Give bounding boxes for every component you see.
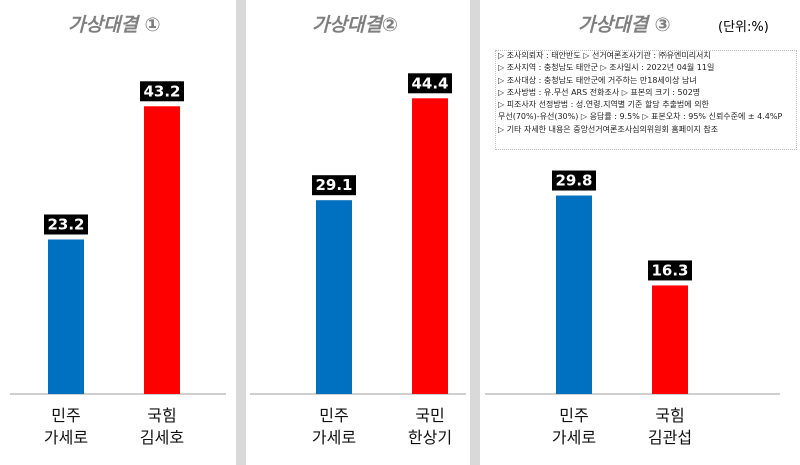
data-label-box [648, 260, 692, 281]
data-label: 43.2 [143, 82, 180, 100]
survey-notes-box [495, 50, 797, 150]
category-label-line: 민주 [319, 406, 349, 425]
category-label-line: 국힘 [655, 406, 685, 425]
bar [316, 200, 352, 394]
panel-title-2: 가상대결② [312, 14, 399, 36]
survey-note: ▷ 기타 자세한 내용은 중앙선거여론조사심의위원회 홈페이지 참조 [498, 124, 719, 134]
survey-note: ▷ 조사방법 : 유.무선 ARS 전화조사 ▷ 표본의 크기 : 502명 [498, 87, 701, 97]
unit-label: (단위:%) [718, 20, 769, 35]
survey-notes: ▷ 조사의뢰자 : 태안반도 ▷ 선거여론조사기관 : ㈜유엔미리서치 ▷ 조사… [498, 50, 798, 136]
bar [556, 195, 592, 394]
data-label: 44.4 [411, 74, 448, 92]
category-label-line: 민주 [51, 406, 81, 425]
category-label-line: 가세로 [311, 428, 357, 447]
data-label-box [312, 175, 356, 196]
category-label-line: 김관섭 [647, 428, 693, 447]
survey-note: ▷ 조사지역 : 충청남도 태안군 ▷ 조사일시 : 2022년 04월 11일 [498, 63, 715, 73]
category-label-line: 가세로 [551, 428, 597, 447]
bar [652, 285, 688, 394]
bar [412, 98, 448, 395]
data-label: 23.2 [47, 215, 84, 233]
panel-title-3: 가상대결 ③ [578, 14, 671, 36]
panel-title-1: 가상대결 ① [68, 14, 161, 36]
data-label: 29.1 [315, 176, 352, 194]
category-label-line: 민주 [559, 406, 589, 425]
panel-separator [236, 0, 246, 465]
data-label: 29.8 [555, 172, 592, 190]
survey-note: ▷ 조사대상 : 충청남도 태안군에 거주하는 만18세이상 남녀 [498, 75, 697, 85]
survey-note: 무선(70%)-유선(30%) ▷ 응답률 : 9.5% ▷ 표본오차 : 95… [498, 112, 783, 122]
data-label-box [140, 81, 184, 102]
data-label-box [44, 214, 88, 235]
category-label-line: 김세호 [139, 428, 185, 447]
data-label-box [552, 170, 596, 191]
data-label-box [408, 73, 452, 94]
bar [144, 106, 180, 395]
survey-note: ▷ 피조사자 선정방법 : 성.연령.지역별 기준 할당 추출법에 의한 [498, 100, 709, 110]
data-label: 16.3 [651, 261, 688, 279]
category-label-line: 한상기 [407, 428, 453, 447]
survey-note: ▷ 조사의뢰자 : 태안반도 ▷ 선거여론조사기관 : ㈜유엔미리서치 [498, 51, 711, 60]
category-label-line: 가세로 [43, 428, 89, 447]
category-label-line: 국민 [415, 406, 445, 425]
category-label-line: 국힘 [147, 406, 177, 425]
bar [48, 239, 84, 394]
panel-separator [470, 0, 480, 465]
